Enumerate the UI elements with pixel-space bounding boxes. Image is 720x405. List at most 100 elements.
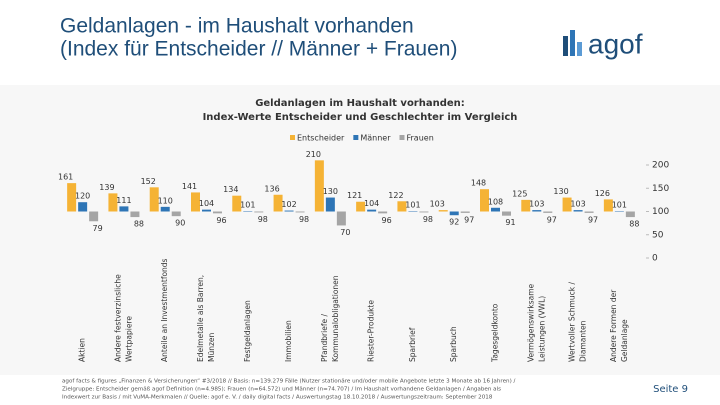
x-tick-label-group: Sparbrief [408,327,417,362]
value-label: 88 [629,220,639,229]
legend-label: Entscheider [297,134,345,143]
x-tick-label-group: Sparbuch [449,326,458,362]
value-label: 148 [471,179,486,188]
y-tick-label: 0 [652,254,658,264]
logo-bar [577,42,582,56]
bar [67,183,77,212]
y-tick-label: 50 [652,230,664,240]
value-label: 134 [223,185,238,194]
bar [119,206,129,212]
page-number: Seite 9 [653,384,688,395]
bar [273,194,283,212]
bar [213,211,222,214]
x-tick-label-group: Festgeldanlagen [243,300,252,362]
footer-text: Zielgruppe: Entscheider gemäß agof Defin… [62,387,501,393]
value-label: 101 [240,201,255,210]
value-label: 101 [405,201,420,210]
bar [460,211,470,213]
x-tick-label-group: Edelmetalle als Barren, Münzen [196,275,216,362]
x-tick-label: Andere Formen der [609,289,618,362]
bar [625,211,635,218]
bar [521,199,531,212]
x-tick-label: Riester-Produkte [367,300,376,362]
x-tick-label-group: Pfandbriefe / Kommunalobligationen [320,275,340,362]
x-tick-label: Sparbuch [449,326,458,362]
y-tick-label: 100 [652,207,669,217]
value-label: 79 [93,224,103,233]
value-label: 108 [488,197,503,206]
logo-bar [570,30,575,56]
value-label: 96 [382,216,392,225]
x-tick-label: Pfandbriefe / [320,314,329,362]
bar [191,192,200,212]
x-tick-label-group: Aktien [78,338,87,362]
value-label: 130 [553,187,568,196]
bar [325,197,335,212]
bar [202,209,211,212]
value-label: 70 [340,228,350,237]
bar [160,206,170,212]
legend-swatch [399,135,405,140]
value-label: 96 [216,216,226,225]
footer-text: Indexwert zur Basis / mit VuMA-Merkmalen… [62,395,493,401]
bar [438,210,448,212]
value-label: 91 [505,218,515,227]
x-tick-label: Tagesgeldkonto [491,303,500,363]
bar [419,211,429,213]
y-tick-label: 150 [652,184,669,194]
bar [502,211,511,216]
footer-text: agof facts & figures „Finanzen & Versich… [62,379,516,385]
bar [171,211,181,217]
value-label: 104 [364,199,379,208]
x-tick-label: Diamanten [579,320,588,362]
x-tick-label: Leistungen (VWL) [537,296,546,362]
bar [397,201,407,212]
bar [284,210,294,212]
bar [562,197,572,212]
x-tick-label-group: Tagesgeldkonto [491,303,500,363]
bar [295,211,305,213]
x-tick-label: Festgeldanlagen [243,300,252,362]
chart-title: Geldanlagen im Haushalt vorhanden: [255,98,465,109]
value-label: 102 [281,200,296,209]
x-tick-label-group: Riester-Produkte [367,300,376,362]
x-tick-label: Vermögenswirksame [526,284,535,362]
value-label: 130 [323,187,338,196]
legend-label: Frauen [407,134,434,143]
y-tick-label: 200 [652,161,669,171]
x-tick-label-group: Immobilien [284,320,293,362]
x-tick-label-group: Vermögenswirksame Leistungen (VWL) [526,284,546,362]
value-label: 104 [199,199,214,208]
value-label: 98 [299,215,309,224]
x-tick-label-group: Anteile an Investmentfonds [160,258,169,362]
value-label: 101 [612,201,627,210]
bar [480,189,489,212]
value-label: 161 [58,173,73,182]
value-label: 125 [512,189,527,198]
logo-bar [563,36,568,56]
bar [356,201,366,212]
value-label: 97 [464,215,474,224]
value-label: 98 [258,215,268,224]
bar [378,211,388,214]
bar [108,193,118,212]
x-tick-label: Kommunalobligationen [331,275,340,362]
bar [89,211,99,222]
bar [532,210,542,212]
value-label: 92 [449,218,459,227]
value-label: 88 [134,220,144,229]
x-tick-label-group: Andere festverzinsliche Wertpapiere [113,274,133,362]
value-label: 110 [158,196,173,205]
value-label: 136 [264,184,279,193]
legend-swatch [353,135,359,140]
value-label: 98 [423,215,433,224]
bar [584,211,594,213]
legend-label: Männer [360,134,391,143]
x-tick-label-group: Wertvoller Schmuck / Diamanten [568,282,588,362]
x-tick-label: Andere festverzinsliche [113,274,122,362]
x-tick-label: Sparbrief [408,327,417,362]
value-label: 120 [75,192,90,201]
page-title: Geldanlagen - im Haushalt vorhanden [60,15,414,38]
value-label: 126 [595,189,610,198]
